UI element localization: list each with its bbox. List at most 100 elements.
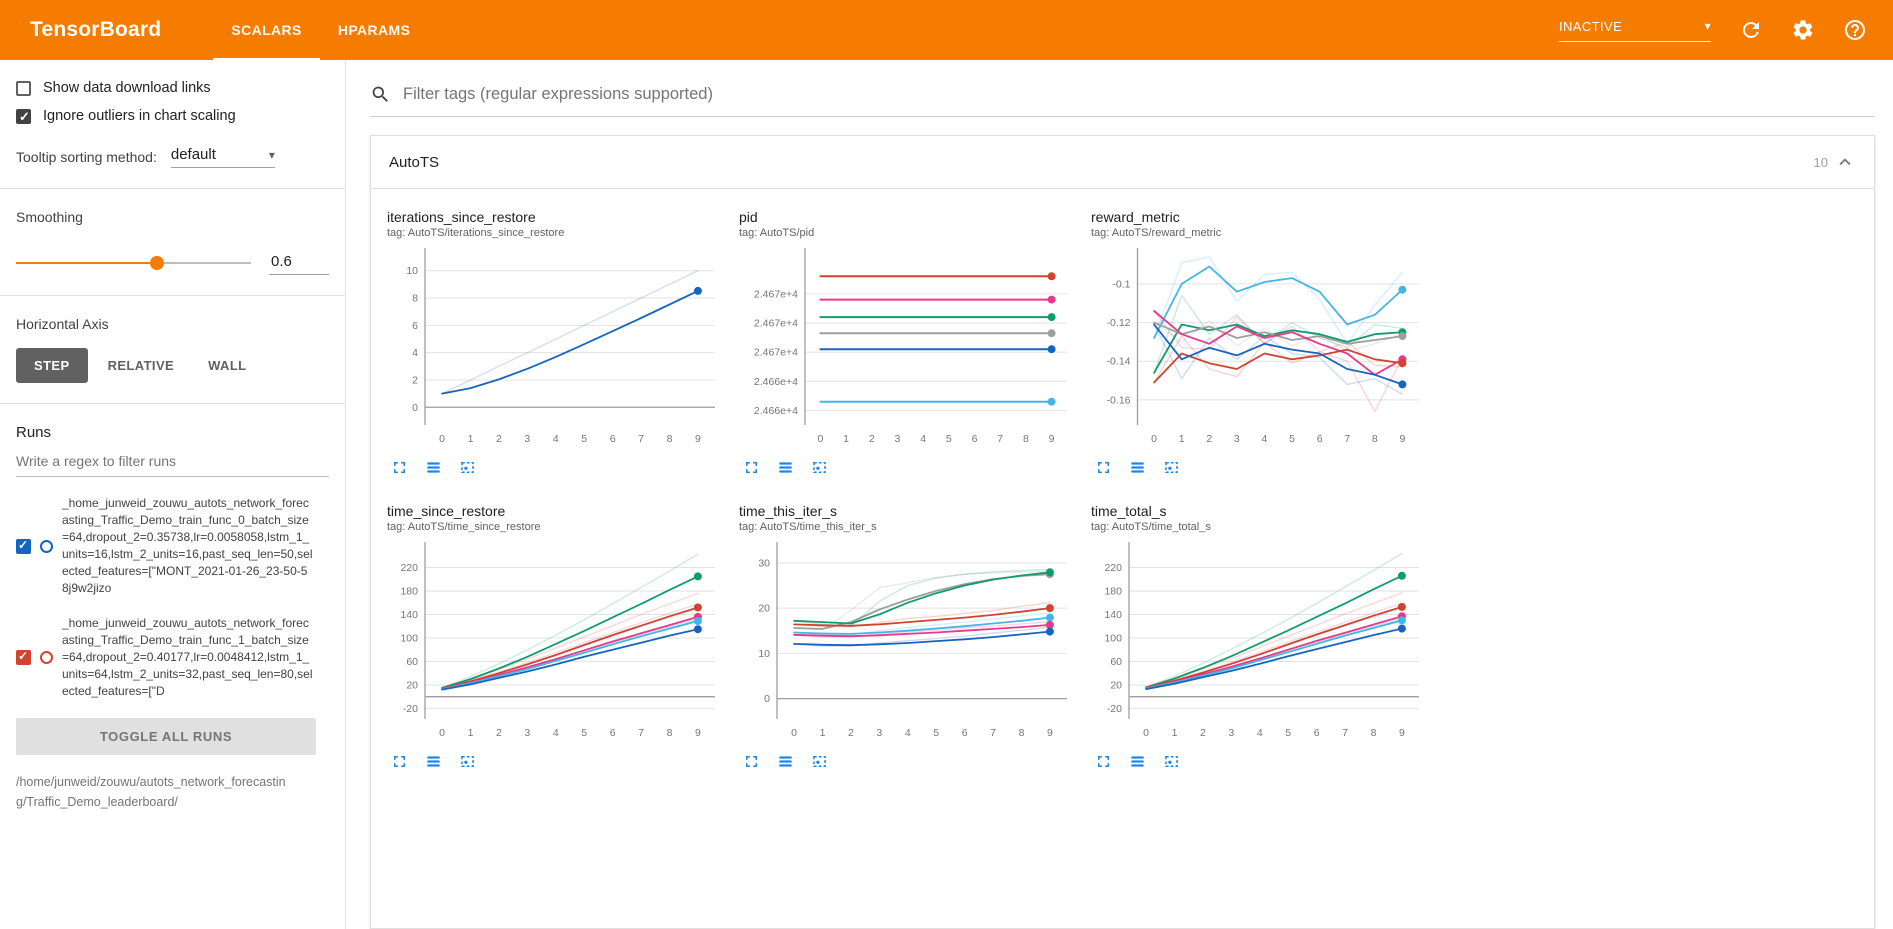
svg-text:10: 10 (758, 648, 770, 660)
chart-tag: tag: AutoTS/time_since_restore (387, 521, 541, 533)
svg-text:1: 1 (468, 727, 474, 739)
expand-chart-icon[interactable] (742, 458, 761, 477)
run-checkbox[interactable] (16, 649, 31, 666)
svg-text:9: 9 (1049, 433, 1055, 445)
svg-text:1: 1 (1172, 727, 1178, 739)
svg-text:5: 5 (946, 433, 952, 445)
chart-plot[interactable]: 0 10 20 30 0 1 2 3 4 5 6 7 8 9 (739, 537, 1079, 750)
svg-text:2.466e+4: 2.466e+4 (754, 405, 798, 417)
svg-text:5: 5 (581, 727, 587, 739)
chart-card: time_total_s tag: AutoTS/time_total_s -2… (1091, 503, 1431, 771)
svg-text:0: 0 (791, 727, 797, 739)
ignore-outliers-checkbox[interactable] (16, 108, 31, 125)
runs-list-icon[interactable] (776, 458, 795, 477)
svg-text:2.466e+4: 2.466e+4 (754, 376, 798, 388)
fit-domain-icon[interactable] (1162, 458, 1181, 477)
svg-text:2: 2 (1206, 433, 1212, 445)
fit-domain-icon[interactable] (810, 752, 829, 771)
help-icon[interactable] (1843, 18, 1867, 42)
svg-text:8: 8 (1019, 727, 1025, 739)
toggle-all-runs-button[interactable]: TOGGLE ALL RUNS (16, 718, 316, 756)
svg-text:3: 3 (1234, 433, 1240, 445)
fit-domain-icon[interactable] (458, 752, 477, 771)
charts-grid: iterations_since_restore tag: AutoTS/ite… (371, 189, 1874, 771)
expand-chart-icon[interactable] (390, 458, 409, 477)
runs-list-icon[interactable] (1128, 752, 1147, 771)
chevron-up-icon[interactable] (1834, 151, 1856, 173)
smoothing-label: Smoothing (16, 209, 83, 225)
svg-text:8: 8 (1372, 433, 1378, 445)
chart-actions (387, 458, 727, 477)
run-name: _home_junweid_zouwu_autots_network_forec… (62, 616, 313, 699)
runs-list-icon[interactable] (424, 458, 443, 477)
fit-domain-icon[interactable] (810, 458, 829, 477)
axis-relative-button[interactable]: RELATIVE (107, 358, 175, 373)
run-radio[interactable] (40, 651, 53, 665)
svg-text:-0.1: -0.1 (1112, 278, 1130, 290)
svg-text:60: 60 (1110, 656, 1122, 668)
chart-plot[interactable]: 2.467e+4 2.467e+4 2.467e+4 2.466e+4 2.466e+4… (739, 243, 1079, 456)
runs-list-icon[interactable] (424, 752, 443, 771)
svg-text:3: 3 (524, 433, 530, 445)
svg-text:7: 7 (1344, 433, 1350, 445)
chart-tag: tag: AutoTS/time_total_s (1091, 521, 1211, 533)
refresh-icon[interactable] (1739, 18, 1763, 42)
svg-text:2.467e+4: 2.467e+4 (754, 288, 798, 300)
svg-text:4: 4 (553, 433, 559, 445)
svg-text:4: 4 (905, 727, 911, 739)
axis-step-button[interactable]: STEP (16, 348, 88, 383)
tab-hparams[interactable]: HPARAMS (337, 22, 411, 38)
tag-filter-input[interactable] (403, 85, 1875, 104)
autots-section-header[interactable]: AutoTS 10 (371, 136, 1874, 189)
svg-text:9: 9 (695, 433, 701, 445)
svg-text:100: 100 (400, 632, 418, 644)
header-tabs: SCALARS HPARAMS (213, 0, 428, 60)
svg-text:5: 5 (1285, 727, 1291, 739)
chart-title: pid (739, 209, 758, 225)
chart-tag: tag: AutoTS/pid (739, 227, 815, 239)
status-dropdown-value: INACTIVE (1559, 18, 1623, 34)
settings-gear-icon[interactable] (1791, 18, 1815, 42)
svg-text:6: 6 (412, 320, 418, 332)
run-radio[interactable] (40, 539, 53, 553)
chart-tag: tag: AutoTS/reward_metric (1091, 227, 1222, 239)
svg-text:1: 1 (1179, 433, 1185, 445)
expand-chart-icon[interactable] (742, 752, 761, 771)
chart-title: time_since_restore (387, 503, 506, 519)
svg-text:4: 4 (412, 347, 418, 359)
tooltip-sorting-dropdown[interactable]: default ▾ (170, 146, 275, 168)
smoothing-slider[interactable] (16, 256, 251, 270)
chart-plot[interactable]: -20 20 60 100 140 180 220 0 1 2 3 4 5 6 7 8 9 (1091, 537, 1431, 750)
show-download-links-checkbox[interactable] (16, 80, 31, 96)
fit-domain-icon[interactable] (1162, 752, 1181, 771)
expand-chart-icon[interactable] (1094, 458, 1113, 477)
smoothing-slider-fill (16, 262, 157, 264)
run-checkbox[interactable] (16, 538, 31, 554)
svg-text:0: 0 (817, 433, 823, 445)
svg-text:6: 6 (972, 433, 978, 445)
status-dropdown[interactable]: INACTIVE ▾ (1559, 19, 1711, 42)
runs-list-icon[interactable] (1128, 458, 1147, 477)
fit-domain-icon[interactable] (458, 458, 477, 477)
svg-text:180: 180 (400, 586, 418, 598)
svg-text:100: 100 (1104, 632, 1122, 644)
chart-card: time_this_iter_s tag: AutoTS/time_this_i… (739, 503, 1079, 771)
chart-card: iterations_since_restore tag: AutoTS/ite… (387, 209, 727, 477)
chart-plot[interactable]: -0.1 -0.12 -0.14 -0.16 0 1 2 3 4 5 6 7 8 9 (1091, 243, 1431, 456)
svg-text:140: 140 (400, 609, 418, 621)
chart-plot[interactable]: 0 2 4 6 8 10 0 1 2 3 4 5 6 7 8 9 (387, 243, 727, 456)
smoothing-slider-thumb[interactable] (150, 256, 164, 270)
svg-text:20: 20 (406, 679, 418, 691)
runs-list-icon[interactable] (776, 752, 795, 771)
horizontal-axis-label: Horizontal Axis (16, 316, 109, 332)
expand-chart-icon[interactable] (390, 752, 409, 771)
svg-text:7: 7 (638, 433, 644, 445)
runs-regex-input[interactable] (16, 445, 329, 477)
smoothing-value[interactable]: 0.6 (269, 251, 329, 275)
chart-plot[interactable]: -20 20 60 100 140 180 220 0 1 2 3 4 5 6 7 8 9 (387, 537, 727, 750)
expand-chart-icon[interactable] (1094, 752, 1113, 771)
axis-wall-button[interactable]: WALL (208, 358, 247, 373)
horizontal-axis-section: Horizontal Axis STEP RELATIVE WALL (0, 296, 345, 404)
tab-scalars[interactable]: SCALARS (213, 0, 319, 60)
svg-text:2.467e+4: 2.467e+4 (754, 347, 798, 359)
